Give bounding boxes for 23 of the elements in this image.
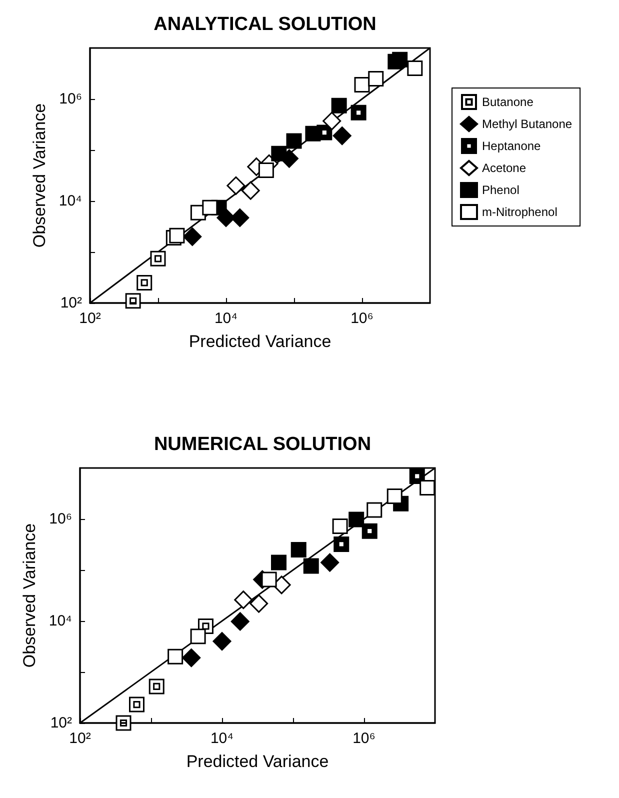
chart-title: NUMERICAL SOLUTION bbox=[154, 434, 372, 455]
y-tick-label: 10² bbox=[50, 714, 72, 732]
x-tick-label: 10⁴ bbox=[214, 310, 238, 327]
x-tick-label: 10⁶ bbox=[350, 310, 374, 327]
y-tick-label: 10⁴ bbox=[48, 612, 72, 630]
y-tick-label: 10⁶ bbox=[59, 90, 82, 108]
x-tick-label: 10⁶ bbox=[352, 730, 376, 747]
legend-label: m-Nitrophenol bbox=[482, 205, 558, 219]
y-axis-title: Observed Variance bbox=[30, 103, 49, 248]
legend-label: Phenol bbox=[482, 183, 520, 197]
x-tick-label: 10⁴ bbox=[210, 730, 234, 747]
y-tick-label: 10⁴ bbox=[58, 192, 82, 210]
legend-label: Butanone bbox=[482, 95, 534, 109]
x-tick-label: 10² bbox=[79, 310, 101, 327]
legend-label: Heptanone bbox=[482, 139, 542, 153]
y-tick-label: 10² bbox=[60, 294, 82, 312]
y-tick-label: 10⁶ bbox=[49, 510, 72, 528]
y-axis-title: Observed Variance bbox=[20, 523, 39, 668]
legend-label: Methyl Butanone bbox=[482, 117, 572, 131]
chart-title: ANALYTICAL SOLUTION bbox=[154, 14, 376, 35]
x-axis-title: Predicted Variance bbox=[188, 332, 332, 351]
x-axis-title: Predicted Variance bbox=[186, 752, 329, 771]
legend-label: Acetone bbox=[482, 161, 526, 175]
